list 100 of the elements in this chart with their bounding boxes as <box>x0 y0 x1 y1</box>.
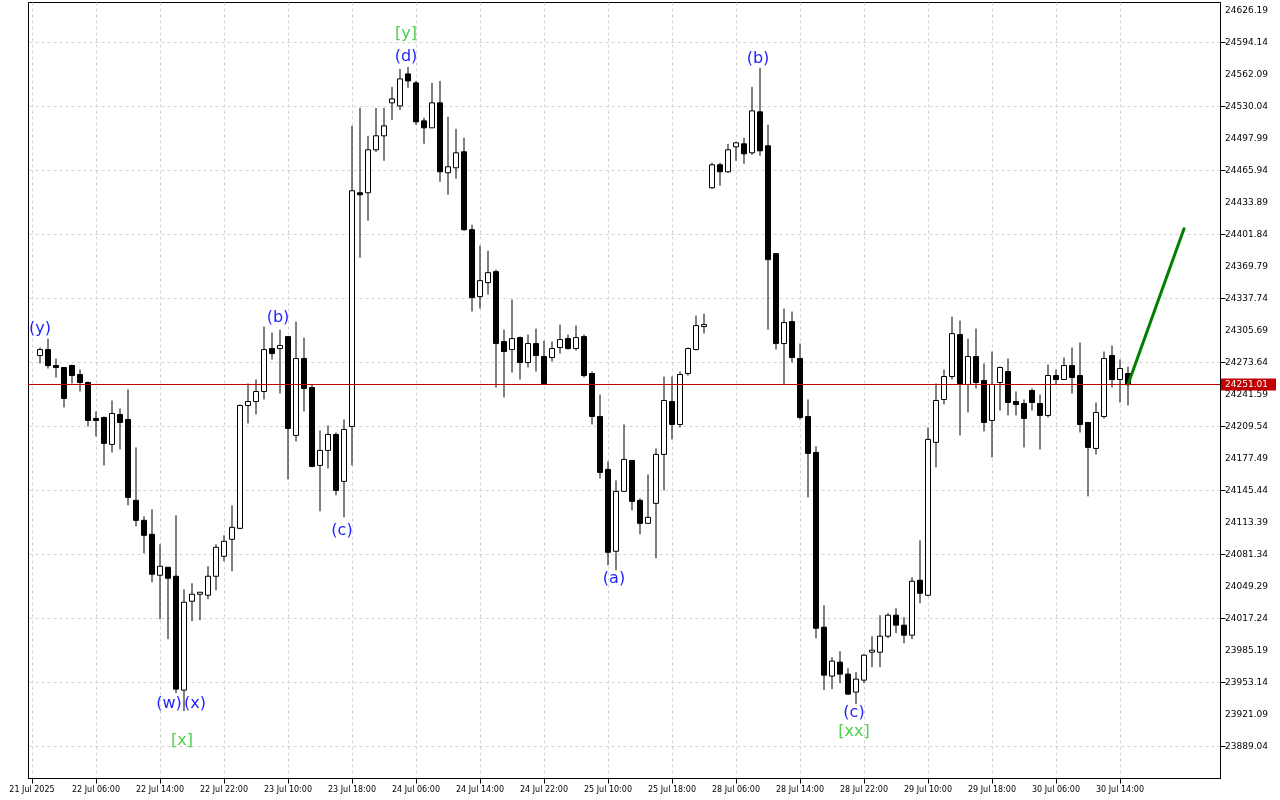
candlestick <box>717 162 723 187</box>
candlestick <box>781 308 787 386</box>
annotation: (b) <box>266 307 290 326</box>
x-tick-label: 30 Jul 06:00 <box>1032 784 1080 794</box>
candlestick <box>277 329 283 394</box>
y-tick-label: 24273.64 <box>1225 356 1269 367</box>
y-tick-label: 23889.04 <box>1225 741 1269 751</box>
candlestick <box>997 366 1003 411</box>
candlestick <box>1021 398 1027 448</box>
candlestick <box>893 607 899 634</box>
candlestick <box>381 107 387 162</box>
y-tick-label: 24209.54 <box>1225 420 1269 431</box>
candlestick <box>405 66 411 89</box>
candlestick <box>357 107 363 259</box>
candlestick <box>189 582 195 622</box>
candlestick <box>1061 357 1067 381</box>
candlestick <box>941 369 947 405</box>
annotation: (d) <box>394 46 418 65</box>
y-tick-label: 24113.39 <box>1225 516 1269 527</box>
candlestick <box>573 325 579 352</box>
x-tick-label: 29 Jul 10:00 <box>904 784 952 794</box>
candlestick <box>549 341 555 363</box>
candlestick <box>637 497 643 535</box>
x-tick-label: 25 Jul 18:00 <box>648 784 696 794</box>
candlestick <box>477 245 483 310</box>
y-tick-label: 24626.19 <box>1225 4 1269 15</box>
candlestick <box>845 667 851 696</box>
candlestick <box>701 313 707 335</box>
x-tick-label: 24 Jul 14:00 <box>456 784 504 794</box>
candlestick <box>709 162 715 190</box>
candlestick <box>917 539 923 604</box>
y-tick-label: 24145.44 <box>1225 484 1269 495</box>
y-tick-label: 23985.19 <box>1225 644 1269 655</box>
annotation: (b) <box>746 48 770 67</box>
y-tick-label: 24177.49 <box>1225 452 1269 463</box>
candlestick <box>1013 391 1019 416</box>
candlestick <box>645 473 651 524</box>
x-tick-label: 23 Jul 10:00 <box>264 784 312 794</box>
candlestick <box>205 565 211 600</box>
annotation: [y] <box>395 23 417 42</box>
candlestick <box>317 429 323 512</box>
y-tick-label: 24049.29 <box>1225 580 1269 591</box>
annotation: (x) <box>184 693 206 712</box>
x-tick-label: 28 Jul 22:00 <box>840 784 888 794</box>
y-tick-label: 24465.94 <box>1225 164 1269 175</box>
candlestick <box>837 650 843 684</box>
candlestick <box>869 635 875 668</box>
annotation: (c) <box>843 702 865 721</box>
candlestick <box>509 299 515 374</box>
candlestick <box>669 376 675 440</box>
candlestick <box>197 591 203 621</box>
annotation: [x] <box>171 730 193 749</box>
x-tick-label: 25 Jul 10:00 <box>584 784 632 794</box>
candlestick <box>877 614 883 668</box>
candlestick <box>221 534 227 562</box>
candlestick <box>117 407 123 450</box>
candlestick <box>133 446 139 527</box>
y-tick-label: 24433.89 <box>1225 196 1269 207</box>
y-tick-label: 24401.84 <box>1225 228 1269 239</box>
candlestick <box>741 137 747 165</box>
x-tick-label: 22 Jul 22:00 <box>200 784 248 794</box>
candlestick <box>93 410 99 437</box>
candlestick <box>501 329 507 398</box>
candlestick <box>325 424 331 469</box>
candlestick <box>45 338 51 370</box>
annotation: (w) <box>156 693 182 712</box>
candlestick <box>1029 388 1035 411</box>
annotation: (a) <box>602 568 626 587</box>
x-tick-label: 28 Jul 06:00 <box>712 784 760 794</box>
candlestick <box>1053 369 1059 386</box>
candlestick <box>77 369 83 392</box>
candlestick <box>37 347 43 365</box>
candlestick <box>421 117 427 145</box>
y-tick-label: 23921.09 <box>1225 708 1269 719</box>
y-tick-label: 24562.09 <box>1225 68 1269 79</box>
x-tick-label: 24 Jul 22:00 <box>520 784 568 794</box>
ref-line-label: 24251.01 <box>1225 379 1268 390</box>
y-tick-label: 24369.79 <box>1225 260 1269 271</box>
candlestick <box>269 332 275 361</box>
candlestick <box>885 612 891 639</box>
candlestick <box>229 504 235 572</box>
candlestick <box>253 379 259 415</box>
y-tick-label: 24497.99 <box>1225 132 1269 143</box>
x-tick-label: 29 Jul 18:00 <box>968 784 1016 794</box>
candlestick <box>445 116 451 196</box>
candlestick <box>1069 347 1075 394</box>
x-tick-label: 28 Jul 14:00 <box>776 784 824 794</box>
annotation: [xx] <box>838 721 870 740</box>
x-tick-label: 23 Jul 18:00 <box>328 784 376 794</box>
candlestick <box>245 383 251 424</box>
y-tick-label: 24594.14 <box>1225 36 1269 47</box>
y-tick-label: 23953.14 <box>1225 676 1269 687</box>
x-tick-label: 21 Jul 2025 <box>9 784 55 794</box>
y-tick-label: 24017.24 <box>1225 612 1269 623</box>
candlestick <box>829 656 835 690</box>
candlestick <box>389 86 395 121</box>
annotation: (c) <box>331 520 353 539</box>
y-tick-label: 24530.04 <box>1225 100 1269 111</box>
candlestick <box>1109 345 1115 388</box>
x-tick-label: 24 Jul 06:00 <box>392 784 440 794</box>
